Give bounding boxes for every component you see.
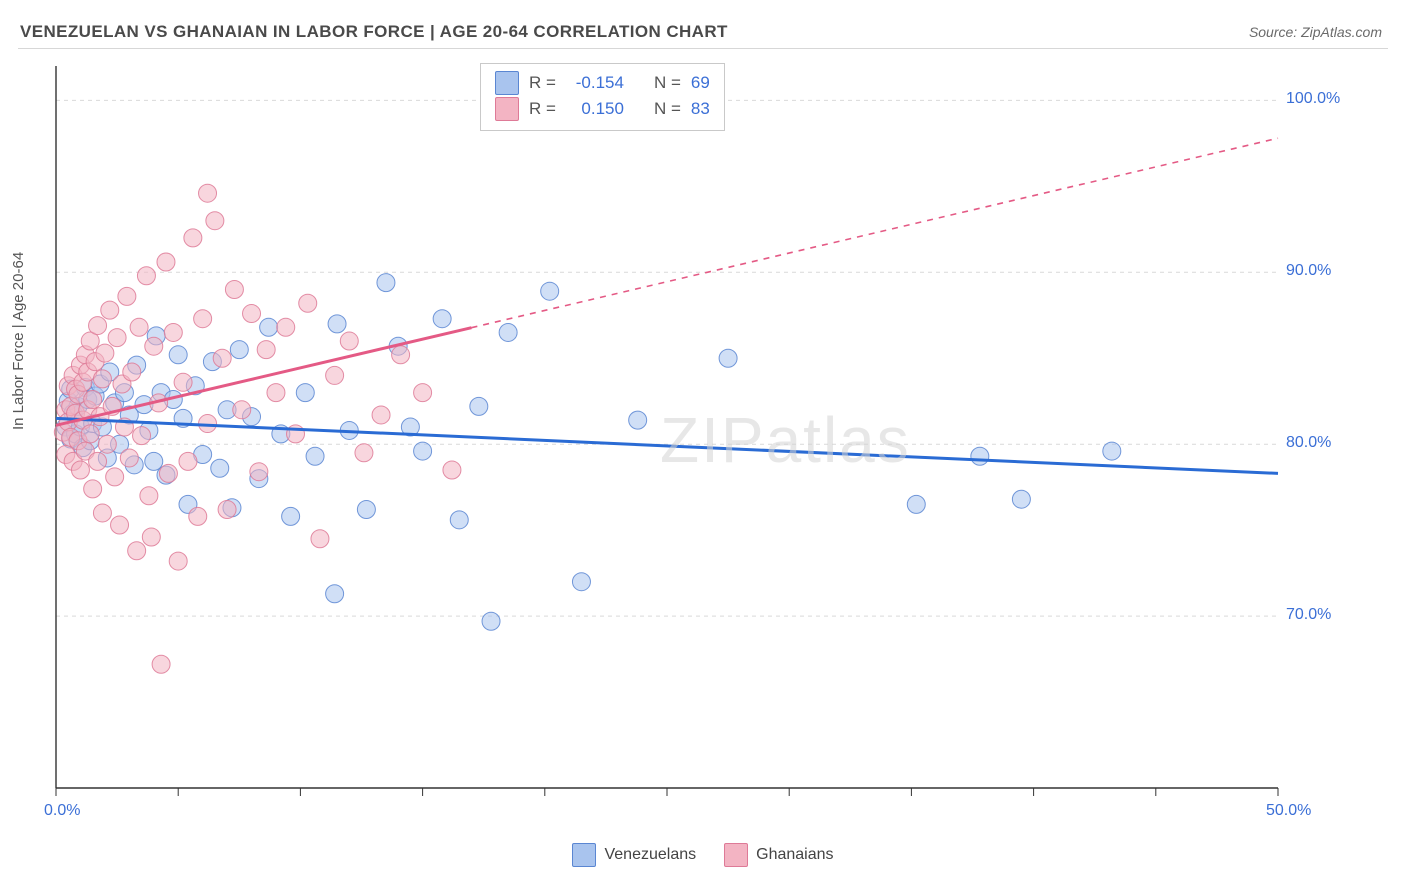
y-tick-label: 100.0% (1286, 90, 1340, 108)
y-axis-label: In Labor Force | Age 20-64 (10, 252, 27, 430)
y-tick-label: 80.0% (1286, 434, 1331, 452)
series-legend: Venezuelans Ghanaians (0, 843, 1406, 872)
x-tick-label: 50.0% (1266, 802, 1311, 820)
legend-swatch (724, 843, 748, 867)
r-label: R = (529, 73, 556, 93)
legend-item: Venezuelans (572, 843, 696, 867)
legend-item: Ghanaians (724, 843, 833, 867)
legend-label: Ghanaians (756, 846, 833, 864)
r-value: -0.154 (566, 73, 624, 93)
title-divider (18, 48, 1388, 49)
legend-swatch (495, 71, 519, 95)
source-label: Source: ZipAtlas.com (1249, 24, 1382, 40)
n-value: 83 (691, 99, 710, 119)
chart-title: VENEZUELAN VS GHANAIAN IN LABOR FORCE | … (20, 22, 728, 42)
correlation-legend-box: R = -0.154 N = 69 R = 0.150 N = 83 (480, 63, 725, 131)
correlation-row: R = 0.150 N = 83 (495, 96, 710, 122)
r-value: 0.150 (566, 99, 624, 119)
legend-swatch (495, 97, 519, 121)
legend-swatch (572, 843, 596, 867)
n-label: N = (654, 73, 681, 93)
correlation-row: R = -0.154 N = 69 (495, 70, 710, 96)
legend-label: Venezuelans (604, 846, 696, 864)
n-value: 69 (691, 73, 710, 93)
r-label: R = (529, 99, 556, 119)
chart-plot-area: ZIPatlas R =-0.154N =69R =0.150N =83 (50, 58, 1340, 818)
scatter-chart-svg (50, 58, 1340, 818)
chart-container: VENEZUELAN VS GHANAIAN IN LABOR FORCE | … (0, 0, 1406, 892)
n-label: N = (654, 99, 681, 119)
y-tick-label: 70.0% (1286, 606, 1331, 624)
x-tick-label: 0.0% (44, 802, 80, 820)
y-tick-label: 90.0% (1286, 262, 1331, 280)
